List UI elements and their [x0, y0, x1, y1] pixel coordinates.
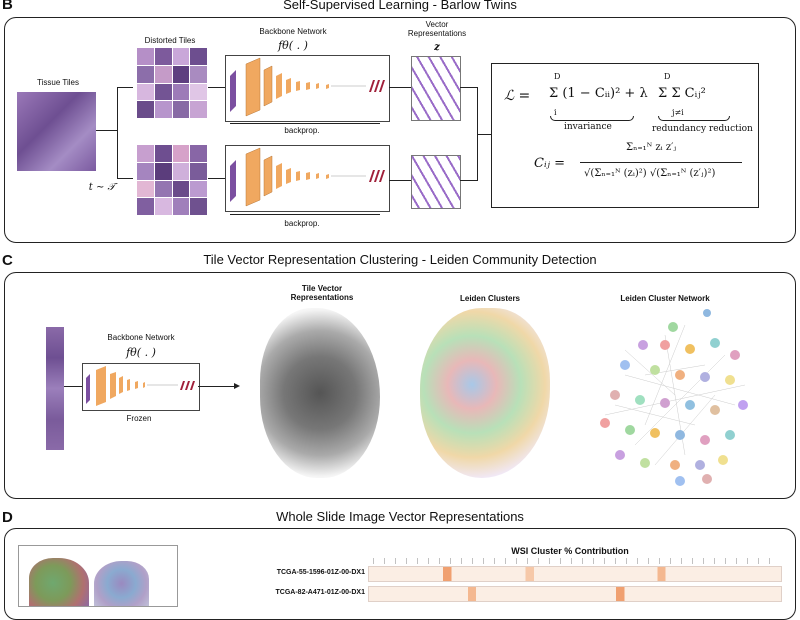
panel-d-letter: D — [2, 509, 13, 526]
invariance-label: invariance — [564, 122, 612, 132]
f-theta-label-b: fθ( . ) — [278, 39, 308, 52]
backprop-arrow-bottom — [230, 214, 380, 215]
sum-lower-1: i — [554, 108, 557, 117]
wsi-row-label-1: TCGA-55-1596-01Z-00-DX1 — [276, 569, 365, 576]
cij-fraction-bar — [580, 162, 742, 163]
panel-d-title: Whole Slide Image Vector Representations — [276, 509, 524, 524]
arrow-tiles-to-net-top — [208, 87, 225, 88]
leiden-clusters-label: Leiden Clusters — [459, 294, 520, 303]
tissue-tile-image — [17, 92, 96, 171]
vector-grid-top — [411, 56, 461, 121]
cij-numerator: Σₙ₌₁ᴺ zᵢ z′ⱼ — [626, 142, 677, 153]
tile-vector-scatter — [260, 308, 380, 478]
network-layers-top — [230, 57, 385, 117]
arrow-net-to-scatter — [198, 386, 238, 387]
cij-denominator: √(Σₙ₌₁ᴺ (zᵢ)²) √(Σₙ₌₁ᴺ (z′ⱼ)²) — [584, 168, 716, 179]
arrow-net-to-vec-bottom — [389, 180, 411, 181]
loss-term-redundancy: Σ Σ Cᵢⱼ² — [658, 86, 706, 101]
panel-b-title: Self-Supervised Learning - Barlow Twins — [283, 0, 517, 12]
backbone-network-top — [225, 55, 390, 122]
redundancy-label: redundancy reduction — [652, 124, 753, 134]
transform-label: t ∼ 𝒯 — [88, 182, 116, 193]
distorted-tiles-bottom — [137, 145, 207, 215]
tissue-tiles-label: Tissue Tiles — [37, 78, 79, 87]
wsi-table-title: WSI Cluster % Contribution — [511, 546, 629, 556]
wsi-row-1-heat — [368, 566, 782, 582]
arrow-to-bottom-tiles — [117, 178, 133, 179]
backbone-network-label-b: Backbone Network — [259, 27, 327, 36]
sum-upper-2: D — [664, 72, 671, 81]
backprop-arrow-top — [230, 123, 380, 124]
vec-join-bottom — [460, 180, 478, 181]
f-theta-label-c: fθ( . ) — [126, 346, 156, 359]
arrow-net-to-vec-top — [389, 87, 411, 88]
vector-grid-bottom — [411, 155, 461, 209]
backprop-label-bottom: backprop. — [284, 219, 320, 228]
wsi-tissue-left — [29, 558, 89, 606]
wsi-tissue-right — [94, 561, 149, 606]
z-label: z — [434, 42, 440, 53]
sum-upper-1: D — [554, 72, 561, 81]
panel-b-letter: B — [2, 0, 13, 13]
vector-representations-label: Vector Representations — [407, 20, 467, 38]
frozen-label: Frozen — [126, 414, 152, 423]
leiden-cluster-network — [600, 309, 748, 486]
backprop-label-top: backprop. — [284, 126, 320, 135]
distorted-tiles-label: Distorted Tiles — [144, 36, 196, 45]
vec-join-top — [460, 87, 478, 88]
backbone-network-bottom — [225, 145, 390, 212]
arrow-head-scatter — [234, 383, 240, 389]
brace-redundancy — [658, 116, 730, 121]
tile-stack — [46, 327, 64, 450]
loss-formula-box: ℒ = D Σ (1 − Cᵢᵢ)² + λ i D Σ Σ Cᵢⱼ² j≠i … — [491, 63, 759, 208]
sum-lower-2: j≠i — [672, 108, 684, 117]
leiden-cluster-network-label: Leiden Cluster Network — [620, 294, 710, 303]
wsi-row-label-2: TCGA-82-A471-01Z-00-DX1 — [275, 589, 365, 596]
tissue-split-line — [96, 130, 118, 131]
tile-vector-representations-label: Tile Vector Representations — [290, 284, 354, 302]
arrow-to-top-tiles — [117, 87, 133, 88]
brace-invariance — [550, 116, 634, 121]
network-layers-frozen — [86, 366, 195, 406]
loss-lhs: ℒ = — [504, 88, 531, 104]
leiden-cluster-scatter — [420, 308, 550, 478]
wsi-thumbnail — [18, 545, 178, 607]
wsi-table-column-ticks — [368, 558, 780, 564]
arrow-stack-to-net — [64, 386, 82, 387]
panel-c-title: Tile Vector Representation Clustering - … — [203, 252, 597, 267]
arrow-to-loss — [477, 134, 491, 135]
cij-lhs: Cᵢⱼ = — [534, 156, 566, 171]
loss-term-invariance: Σ (1 − Cᵢᵢ)² + λ — [549, 86, 648, 101]
panel-c-letter: C — [2, 252, 13, 269]
tissue-split-vertical — [117, 87, 118, 179]
network-layers-bottom — [230, 147, 385, 207]
backbone-network-label-c: Backbone Network — [107, 333, 175, 342]
arrow-tiles-to-net-bottom — [208, 178, 225, 179]
backbone-network-frozen — [82, 363, 200, 411]
distorted-tiles-top — [137, 48, 207, 118]
